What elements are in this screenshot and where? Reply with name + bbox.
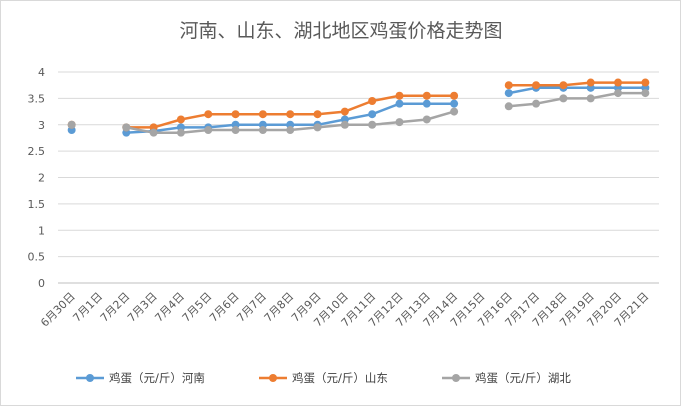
data-point bbox=[641, 78, 650, 87]
data-point bbox=[504, 81, 513, 90]
y-tick-label: 1.5 bbox=[28, 198, 46, 211]
data-point bbox=[313, 123, 322, 132]
y-tick-label: 0.5 bbox=[28, 251, 46, 264]
data-point bbox=[368, 120, 377, 129]
y-tick-label: 0 bbox=[38, 277, 45, 290]
legend-label: 鸡蛋（元/斤）山东 bbox=[292, 371, 388, 385]
data-point bbox=[395, 99, 404, 108]
data-point bbox=[532, 81, 541, 90]
series-2 bbox=[67, 89, 650, 137]
data-point bbox=[231, 126, 240, 135]
gridlines bbox=[58, 71, 659, 284]
data-point bbox=[504, 102, 513, 111]
data-point bbox=[559, 94, 568, 103]
data-point bbox=[258, 110, 267, 119]
data-point bbox=[422, 115, 431, 124]
x-tick-label: 7月5日 bbox=[180, 290, 215, 325]
data-point bbox=[532, 99, 541, 108]
data-point bbox=[122, 123, 131, 132]
data-point bbox=[422, 91, 431, 100]
x-tick-label: 7月7日 bbox=[234, 290, 269, 325]
legend-label: 鸡蛋（元/斤）河南 bbox=[109, 371, 205, 385]
y-axis-ticks: 0 0.5 1 1.5 2 2.5 3 3.5 4 bbox=[28, 66, 46, 290]
data-point bbox=[450, 99, 459, 108]
data-point bbox=[313, 110, 322, 119]
y-tick-label: 2.5 bbox=[28, 145, 46, 158]
data-point bbox=[204, 110, 213, 119]
data-point bbox=[450, 91, 459, 100]
x-tick-label: 7月8日 bbox=[262, 290, 297, 325]
data-point bbox=[176, 115, 185, 124]
series-line bbox=[126, 86, 646, 134]
y-tick-label: 1 bbox=[38, 224, 45, 237]
y-tick-label: 2 bbox=[38, 172, 45, 185]
data-point bbox=[286, 110, 295, 119]
data-point bbox=[586, 78, 595, 87]
x-tick-label: 7月4日 bbox=[152, 290, 187, 325]
chart-title: 河南、山东、湖北地区鸡蛋价格走势图 bbox=[179, 20, 502, 42]
data-point bbox=[231, 110, 240, 119]
data-point bbox=[258, 126, 267, 135]
x-axis-ticks: 6月30日7月1日7月2日7月3日7月4日7月5日7月6日7月7日7月8日7月9… bbox=[38, 290, 651, 330]
data-point bbox=[340, 107, 349, 116]
data-point bbox=[395, 118, 404, 127]
y-tick-label: 4 bbox=[38, 66, 45, 79]
data-point bbox=[641, 89, 650, 98]
legend-marker bbox=[452, 374, 460, 382]
legend: 鸡蛋（元/斤）河南 鸡蛋（元/斤）山东 鸡蛋（元/斤）湖北 bbox=[76, 371, 571, 385]
data-point bbox=[340, 120, 349, 129]
x-tick-label: 7月1日 bbox=[70, 290, 105, 325]
data-point bbox=[450, 107, 459, 116]
data-point bbox=[286, 126, 295, 135]
data-point bbox=[395, 91, 404, 100]
series-1 bbox=[67, 78, 650, 132]
data-point bbox=[368, 110, 377, 119]
x-tick-label: 6月30日 bbox=[38, 290, 78, 330]
data-point bbox=[176, 128, 185, 137]
data-point bbox=[559, 81, 568, 90]
legend-marker bbox=[269, 374, 277, 382]
series-line bbox=[126, 81, 646, 129]
data-point bbox=[504, 89, 513, 98]
data-point bbox=[149, 128, 158, 137]
y-tick-label: 3 bbox=[38, 119, 45, 132]
legend-marker bbox=[86, 374, 94, 382]
data-point bbox=[67, 120, 76, 129]
x-tick-label: 7月3日 bbox=[125, 290, 160, 325]
data-point bbox=[614, 78, 623, 87]
y-tick-label: 3.5 bbox=[28, 92, 46, 105]
series-lines bbox=[67, 78, 650, 137]
data-point bbox=[204, 126, 213, 135]
data-point bbox=[422, 99, 431, 108]
data-point bbox=[614, 89, 623, 98]
x-tick-label: 7月2日 bbox=[98, 290, 133, 325]
data-point bbox=[586, 94, 595, 103]
legend-label: 鸡蛋（元/斤）湖北 bbox=[475, 371, 571, 385]
data-point bbox=[368, 97, 377, 106]
x-tick-label: 7月6日 bbox=[207, 290, 242, 325]
